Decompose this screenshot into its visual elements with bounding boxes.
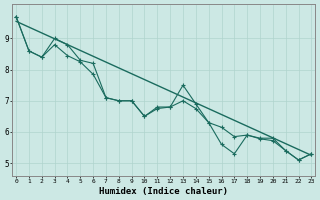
X-axis label: Humidex (Indice chaleur): Humidex (Indice chaleur) [99,187,228,196]
